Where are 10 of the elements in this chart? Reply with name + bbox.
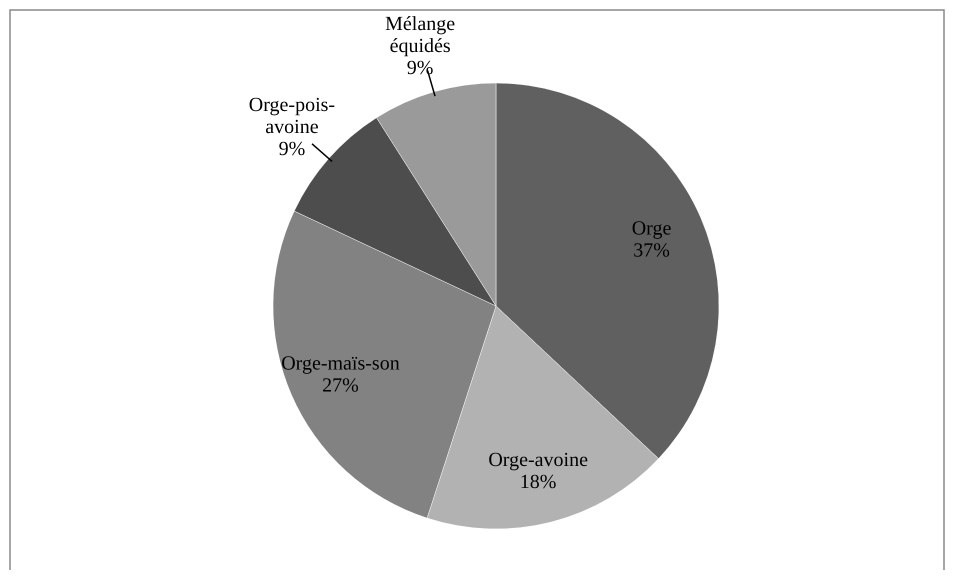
slice-label: Orge-maïs-son xyxy=(281,352,400,374)
data-label: 18% xyxy=(520,471,556,494)
data-label: 9% xyxy=(278,138,306,160)
data-label: 27% xyxy=(322,374,359,396)
slice-label: Mélange équidés xyxy=(385,12,456,57)
data-label: 37% xyxy=(633,240,670,262)
slice-label: Orge-avoine xyxy=(488,449,588,472)
slice-label: Orge xyxy=(632,218,672,240)
slice-label: Orge-pois-avoine xyxy=(248,94,336,138)
data-label: 9% xyxy=(406,56,434,79)
